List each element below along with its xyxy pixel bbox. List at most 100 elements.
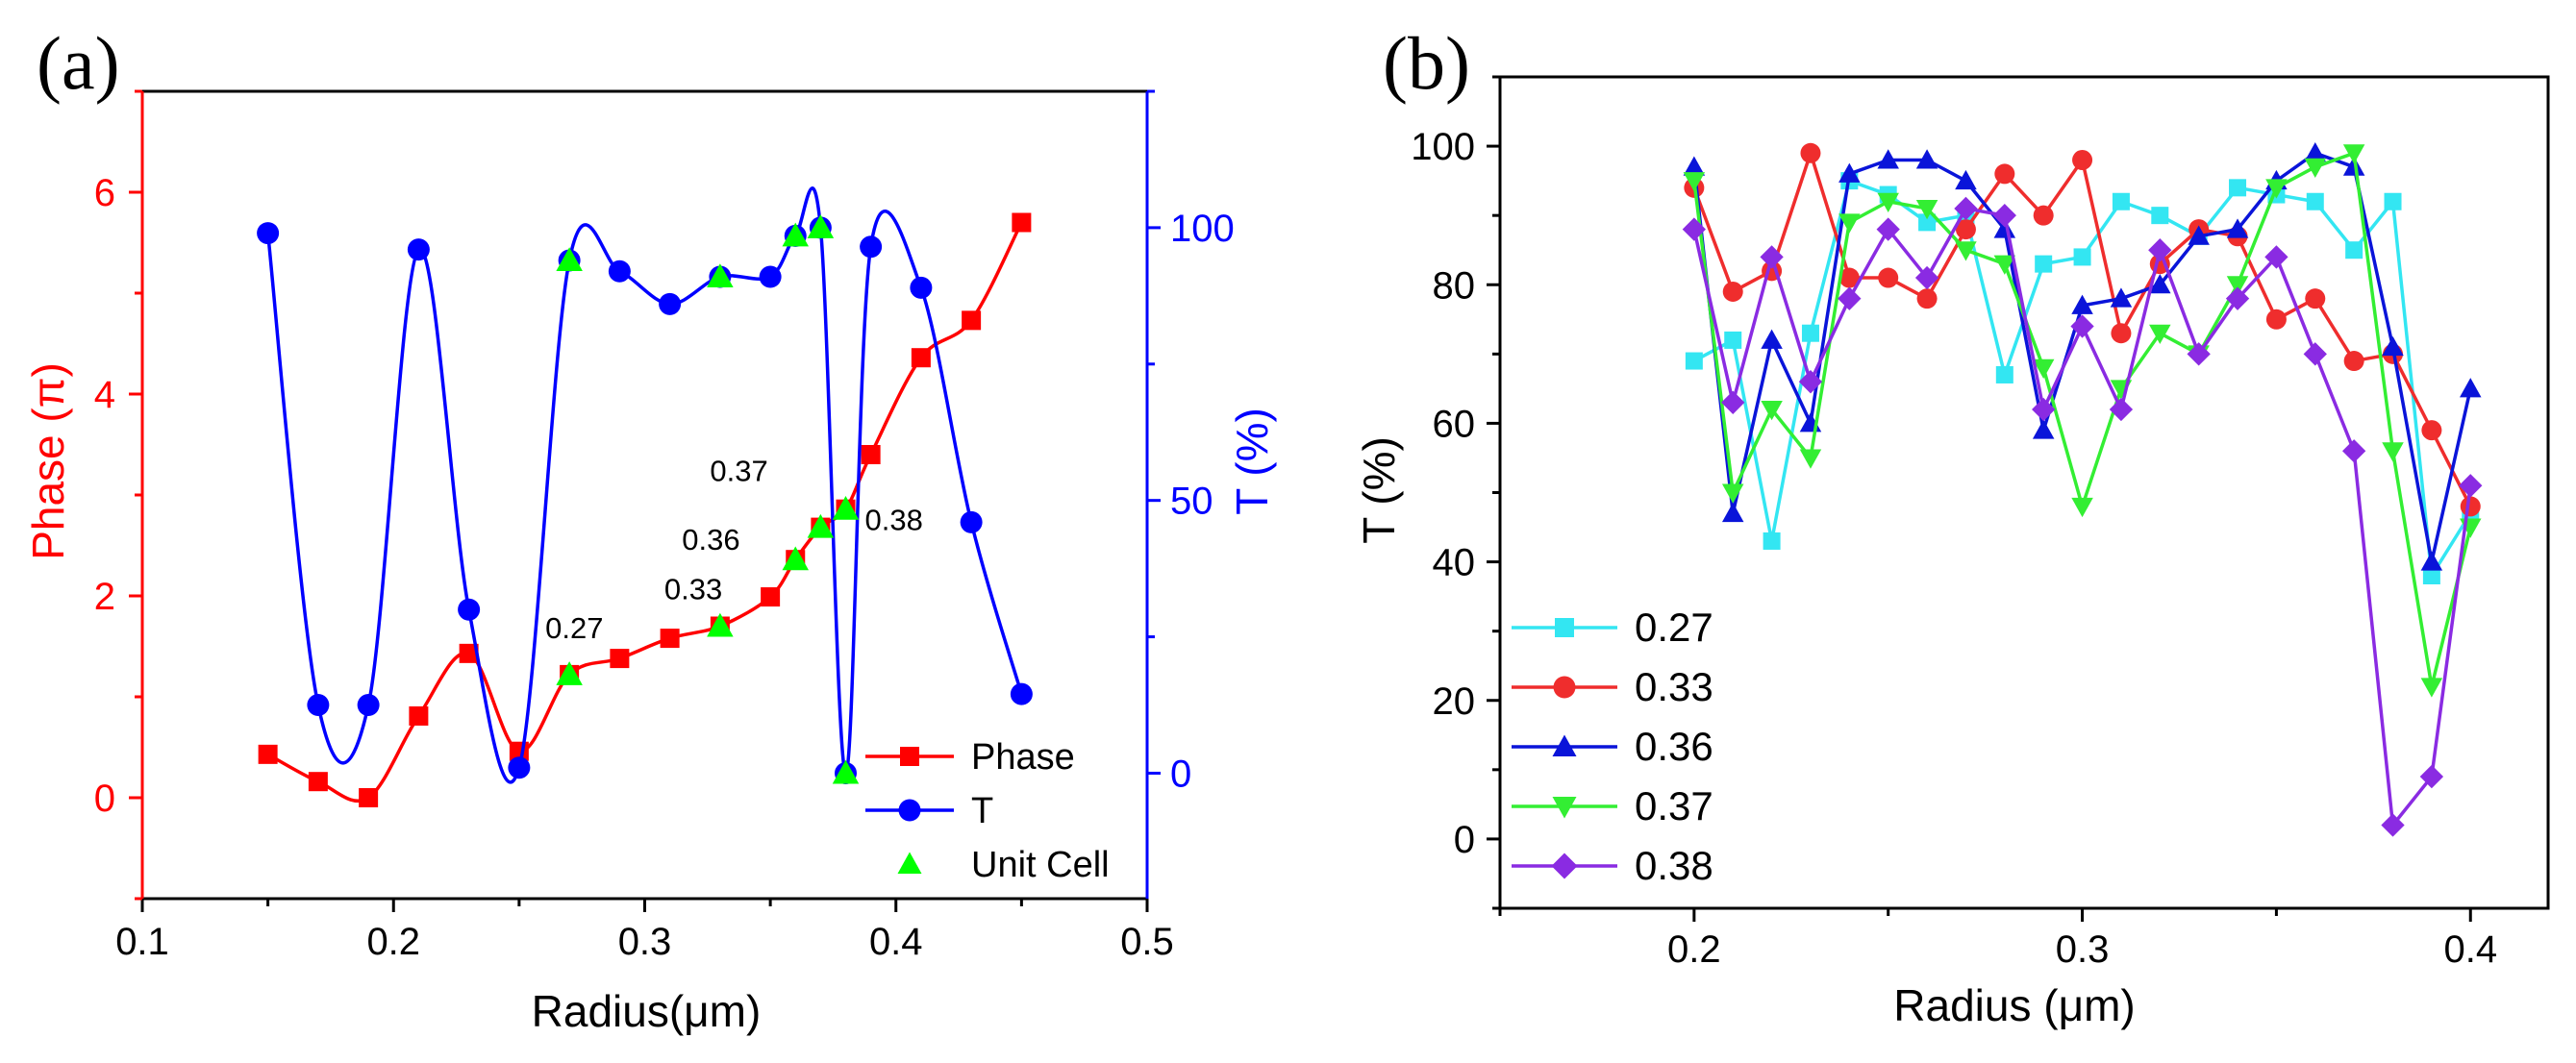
series-point (1955, 169, 1977, 190)
series-point (2345, 241, 2363, 260)
chart-a-series (257, 186, 1033, 807)
series-point (2341, 439, 2366, 463)
chart-b-y-tick-label: 80 (1433, 264, 1476, 307)
series-point (2460, 378, 2482, 398)
series-point (1915, 149, 1938, 169)
series-point (1721, 390, 1745, 414)
unit-cell-point (807, 513, 835, 538)
series-point (2304, 142, 2327, 162)
legend-label: 0.36 (1635, 724, 1713, 769)
series-point (1916, 288, 1938, 309)
series-point (2071, 294, 2093, 314)
series-point (2070, 314, 2094, 338)
series-point (2033, 205, 2054, 226)
series-point (1878, 267, 1899, 288)
unit-cell-point-t (807, 214, 835, 238)
series-point (2265, 179, 2288, 199)
series-point (1801, 324, 1819, 342)
series-point (2459, 474, 2483, 498)
series-point (1760, 245, 1784, 269)
series-point (1918, 213, 1937, 232)
unit-cell-point-t (556, 247, 583, 271)
series-point (1993, 255, 2016, 275)
series-point (2226, 276, 2249, 296)
series-point (2071, 497, 2093, 518)
chart-a-left-tick-label: 0 (94, 778, 115, 820)
chart-a-x-tick-label: 0.5 (1120, 921, 1174, 963)
series-point (2032, 419, 2055, 439)
panel-a-label: (a) (37, 21, 120, 105)
unit-cell-point (832, 495, 860, 520)
series-point (2422, 567, 2440, 584)
legend-marker (1552, 734, 1577, 756)
chart-b-x-axis-title: Radius (μm) (1893, 980, 2135, 1030)
phase-point (308, 772, 328, 792)
phase-point (911, 348, 931, 368)
t-point (257, 222, 280, 245)
unit-cell-point (556, 661, 583, 685)
series-point (2229, 179, 2247, 197)
series-point (2343, 351, 2364, 372)
chart-b-x-tick-label: 0.3 (2056, 928, 2110, 971)
chart-b-y-tick-label: 100 (1411, 126, 1475, 168)
legend-label: Phase (971, 737, 1075, 778)
series-point (2032, 397, 2056, 422)
series-point (2303, 342, 2327, 366)
t-point (910, 276, 933, 299)
unit-cell-point-t (832, 759, 860, 784)
series-point (2149, 324, 2171, 344)
legend-marker (900, 747, 919, 766)
series-point (2151, 207, 2169, 225)
chart-a-right-tick-label: 50 (1170, 481, 1213, 523)
chart-b-series (1682, 142, 2483, 837)
legend-marker (898, 799, 921, 822)
series-point (1838, 267, 1860, 288)
legend-marker (897, 852, 922, 874)
series-point (2421, 420, 2442, 441)
legend-label: 0.27 (1635, 605, 1713, 650)
t-series-line (265, 186, 1024, 784)
series-point (2109, 397, 2134, 422)
annotation-label: 0.36 (682, 523, 739, 556)
panel-b-label: (b) (1383, 21, 1470, 105)
series-point (1685, 352, 1703, 370)
legend-marker (1551, 853, 1578, 879)
series-point (1993, 218, 2016, 238)
legend-marker (1553, 676, 1576, 699)
chart-b-y-tick-label: 20 (1433, 680, 1476, 723)
series-point (1877, 149, 1899, 169)
unit-cell-point-t (707, 263, 734, 287)
series-point (2149, 274, 2171, 294)
series-point (1955, 219, 1976, 240)
series-point (1838, 162, 1861, 183)
series-point (1724, 331, 1742, 349)
series-point (1954, 196, 1978, 221)
t-point (407, 238, 430, 261)
phase-point (459, 643, 479, 663)
chart-b-y-axis-title: T (%) (1354, 436, 1404, 544)
chart-a-x-tick-label: 0.4 (869, 921, 923, 963)
series-point (1761, 401, 1783, 421)
unit-cell-point (707, 612, 734, 637)
legend-label: 0.37 (1635, 783, 1713, 828)
series-point (1722, 281, 1743, 302)
chart-b-frame: 0.2 0.3 0.4 0 20 40 60 80 100 (1411, 75, 2550, 971)
chart-a-frame: 0.1 0.2 0.3 0.4 0.5 0 2 4 6 0 50 100 (94, 89, 1235, 963)
t-point (608, 260, 631, 283)
chart-a-left-tick-label: 4 (94, 374, 115, 416)
annotation-label: 0.37 (710, 455, 767, 488)
legend-label: Unit Cell (971, 845, 1110, 885)
chart-a-right-tick-label: 100 (1170, 208, 1235, 250)
series-point (2304, 158, 2327, 178)
series-point (2073, 248, 2091, 266)
phase-point (861, 445, 881, 464)
series-0.38 (1682, 196, 2483, 837)
series-point (1682, 217, 1707, 241)
t-point (508, 756, 531, 779)
legend-marker (1555, 618, 1574, 637)
series-point (2305, 288, 2326, 309)
chart-a-right-tick-label: 0 (1170, 753, 1191, 795)
series-point (1721, 502, 1744, 523)
phase-point (962, 310, 982, 331)
unit-cell-point-t (782, 222, 809, 247)
